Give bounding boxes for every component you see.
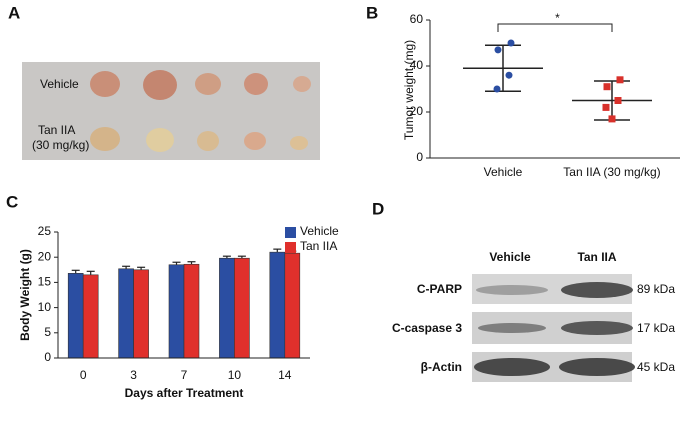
legend-swatch [285,242,296,253]
point [507,39,515,47]
significance-bracket [497,23,613,32]
y-tick-label: 5 [44,325,51,339]
bar [219,257,235,359]
point [494,46,502,54]
x-tick-label: 0 [80,368,87,382]
y-tick-label: 60 [410,12,424,26]
y-axis-label: Body Weight (g) [18,249,32,341]
blot-row-label: β-Actin [421,360,462,374]
x-tick-label: Tan IIA (30 mg/kg) [563,165,660,179]
bar [118,268,134,359]
y-axis-label: Tumor weight (mg) [402,40,416,140]
bar [284,252,301,359]
bar [234,257,250,359]
point [614,97,622,104]
y-tick-label: 40 [410,58,424,72]
legend-swatch [285,227,296,238]
blot-size-label: 89 kDa [637,282,675,296]
x-tick-label: 7 [181,368,188,382]
y-tick-label: 10 [38,300,52,314]
blot-size-label: 45 kDa [637,360,675,374]
point [608,115,616,123]
panel-label: D [372,199,384,218]
bands [474,282,635,376]
point [602,103,610,111]
photo-row-label: Vehicle [40,77,79,91]
y-tick-label: 20 [38,249,52,263]
blot-column-label: Vehicle [489,250,531,264]
bar [168,264,185,359]
blot-row-label: C-caspase 3 [392,321,462,335]
point [616,76,624,84]
bar [82,274,99,359]
legend-label: Vehicle [300,224,339,238]
panel-label: C [6,192,18,211]
point [493,85,501,93]
bar [133,269,149,359]
x-tick-label: 10 [228,368,242,382]
photo-row-label: (30 mg/kg) [32,138,89,152]
bar [67,273,84,359]
x-tick-label: 14 [278,368,292,382]
x-tick-label: 3 [130,368,137,382]
tumors [90,70,311,152]
y-tick-label: 0 [416,150,423,164]
y-tick-label: 0 [44,350,51,364]
x-tick-label: Vehicle [484,165,523,179]
blot-column-label: Tan IIA [577,250,616,264]
blot-row-label: C-PARP [417,282,462,296]
blot-size-label: 17 kDa [637,321,675,335]
y-tick-label: 15 [38,275,52,289]
panel-label: A [8,3,20,22]
legend-label: Tan IIA [300,239,337,253]
significance: * [555,11,560,25]
x-axis-label: Days after Treatment [125,386,244,400]
y-tick-label: 25 [38,224,52,238]
photo-row-label: Tan IIA [38,123,75,137]
panel-label: B [366,3,378,22]
bar [269,251,286,359]
point [603,83,611,91]
bar [183,263,200,359]
y-tick-label: 20 [410,104,424,118]
point [505,71,513,79]
